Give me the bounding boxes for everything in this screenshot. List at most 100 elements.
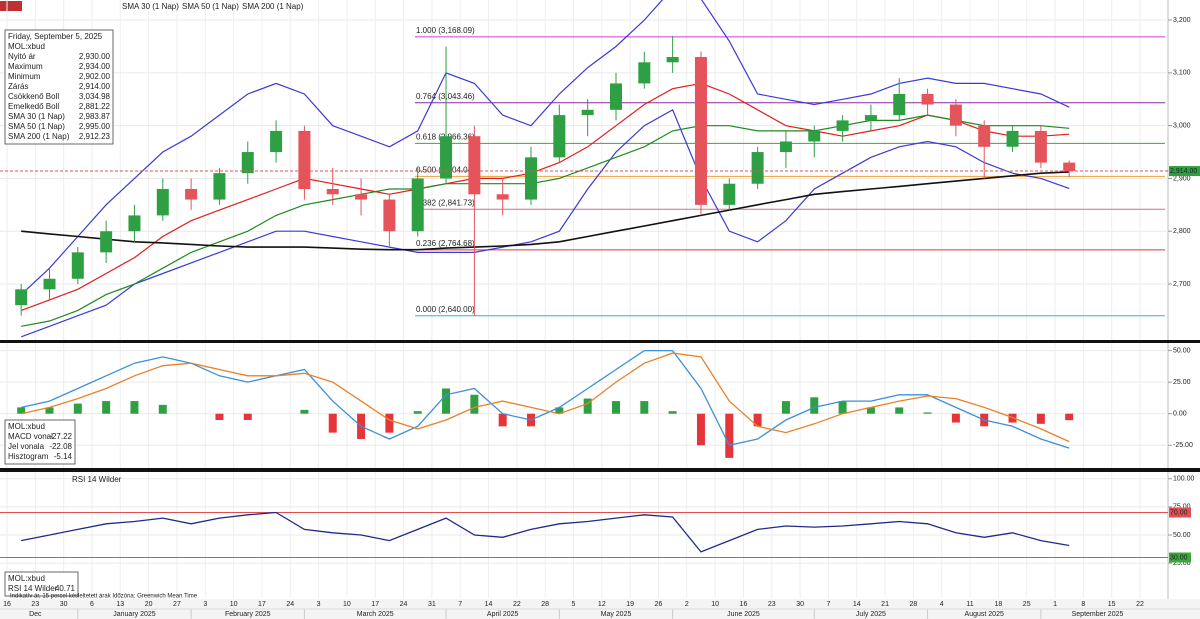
candle-body <box>638 62 651 84</box>
x-tick-label: 12 <box>598 601 606 608</box>
y-tick-label: 25.00 <box>1173 379 1191 386</box>
rsi-level-label: 70.00 <box>1170 509 1188 516</box>
candle-body <box>751 152 764 184</box>
x-tick-label: 7 <box>458 601 462 608</box>
x-tick-label: 14 <box>485 601 493 608</box>
indicator-line <box>21 114 1070 327</box>
rsi-level-label: 30.00 <box>1170 554 1188 561</box>
fib-label: 0.382 (2,841.73) <box>416 198 475 207</box>
x-tick-label: 17 <box>258 601 266 608</box>
y-tick-label: 50.00 <box>1173 347 1191 354</box>
x-tick-label: 30 <box>60 601 68 608</box>
candle-body <box>496 194 509 200</box>
month-label: September 2025 <box>1072 611 1124 618</box>
x-tick-label: 18 <box>994 601 1002 608</box>
histogram-bar <box>583 398 592 414</box>
histogram-bar <box>951 413 960 423</box>
candle-body <box>836 120 849 131</box>
legend-value: 2,930.00 <box>79 52 111 61</box>
histogram-bar <box>640 401 649 414</box>
candle-body <box>666 57 679 63</box>
legend-label: MACD vonal <box>8 432 53 441</box>
indicator-line <box>21 511 1070 553</box>
legend-value: 2,902.00 <box>79 72 111 81</box>
candle-body <box>355 194 368 200</box>
candle-body <box>1006 130 1019 147</box>
x-tick-label: 26 <box>655 601 663 608</box>
x-tick-label: 11 <box>966 601 973 608</box>
histogram-bar <box>810 397 819 414</box>
candle-body <box>326 189 339 195</box>
legend-label: RSI 14 Wilder <box>8 584 58 593</box>
x-tick-label: 6 <box>90 601 94 608</box>
indicator-line <box>21 171 1070 251</box>
x-tick-label: 1 <box>1053 601 1057 608</box>
candle-body <box>383 199 396 232</box>
legend-value: -22.08 <box>49 442 72 451</box>
candle-body <box>213 173 226 200</box>
y-tick-label: 25.00 <box>1173 560 1191 567</box>
month-label: April 2025 <box>487 611 519 618</box>
histogram-bar <box>243 413 252 421</box>
x-tick-label: 10 <box>711 601 719 608</box>
histogram-bar <box>158 404 167 414</box>
candle-body <box>893 93 906 116</box>
x-tick-label: 4 <box>940 601 944 608</box>
panel-separator <box>0 468 1200 472</box>
x-tick-label: 27 <box>173 601 181 608</box>
legend-value: -27.22 <box>49 432 72 441</box>
x-tick-label: 10 <box>343 601 351 608</box>
x-tick-label: 3 <box>203 601 207 608</box>
x-tick-label: 8 <box>1081 601 1085 608</box>
legend-label: MOL:xbud <box>8 42 45 51</box>
histogram-bar <box>866 407 875 414</box>
candle-body <box>298 130 311 190</box>
x-tick-label: 20 <box>145 601 153 608</box>
histogram-bar <box>923 412 932 414</box>
header-indicator: SMA 200 (1 Nap) <box>242 2 304 11</box>
x-tick-label: 24 <box>400 601 408 608</box>
indicator-line <box>21 349 1070 449</box>
legend-value: 2,914.00 <box>79 82 111 91</box>
histogram-bar <box>838 401 847 414</box>
histogram-bar <box>498 413 507 427</box>
legend-box <box>4 419 76 465</box>
x-tick-label: 7 <box>826 601 830 608</box>
indicator-line <box>21 352 1070 443</box>
panel-separator <box>0 340 1200 343</box>
legend-value: 2,995.00 <box>79 122 111 131</box>
legend-label: MOL:xbud <box>8 422 45 431</box>
x-tick-label: 21 <box>881 601 889 608</box>
y-tick-label: 75.00 <box>1173 504 1191 511</box>
x-tick-label: 30 <box>796 601 804 608</box>
footer-note: Indikatív ár, 15 percel késleltetett ára… <box>10 594 198 600</box>
y-tick-label: 3,000 <box>1173 122 1191 129</box>
month-label: July 2025 <box>856 611 886 618</box>
legend-label: Hisztogram <box>8 452 49 461</box>
candle-body <box>1063 162 1076 172</box>
candle-body <box>609 83 622 110</box>
header-indicator: SMA 50 (1 Nap) <box>182 2 239 11</box>
legend-value: 2,881.22 <box>79 102 111 111</box>
legend-value: 40.71 <box>55 584 76 593</box>
indicator-line <box>20 0 1070 296</box>
candle-body <box>43 278 56 290</box>
last-price-label: 2,914.00 <box>1170 168 1197 175</box>
panel-title: RSI 14 Wilder <box>72 475 122 484</box>
legend-label: Jel vonala <box>8 442 45 451</box>
fib-label: 0.764 (3,043.46) <box>416 92 475 101</box>
legend-box <box>4 571 79 597</box>
candle-body <box>864 115 877 121</box>
legend-label: SMA 50 (1 Nap) <box>8 122 65 131</box>
legend-value: 2,983.87 <box>79 112 111 121</box>
histogram-bar <box>102 401 111 414</box>
fib-label: 0.000 (2,640.00) <box>416 305 475 314</box>
candle-body <box>949 104 962 126</box>
histogram-bar <box>696 413 705 446</box>
month-label: February 2025 <box>225 611 271 618</box>
y-tick-label: 3,100 <box>1173 70 1191 77</box>
histogram-bar <box>413 411 422 414</box>
